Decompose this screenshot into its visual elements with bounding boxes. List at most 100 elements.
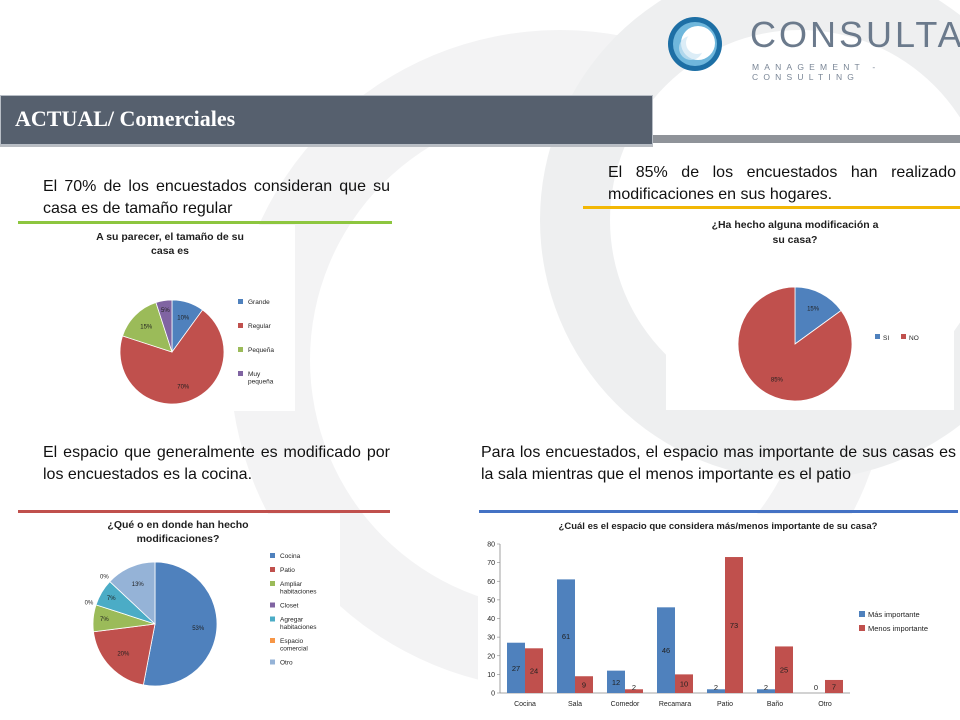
pie-slice-modification-0 <box>794 286 842 345</box>
bar-label-0-2: 12 <box>612 678 620 687</box>
bar-1-3 <box>675 674 693 693</box>
pie-slice-size-1 <box>119 309 225 405</box>
bar-0-3 <box>657 607 675 693</box>
bar-label-1-1: 9 <box>582 681 586 690</box>
chart-title-modification: ¿Ha hecho alguna modificación a <box>712 219 879 231</box>
legend-label-size-1: Regular <box>248 323 272 330</box>
pie-label-space-5: 0% <box>100 574 109 580</box>
pie-label-size-1: 70% <box>177 385 190 391</box>
bar-0-2 <box>607 670 625 693</box>
bar-1-6 <box>825 679 843 693</box>
legend-swatch-modification-1 <box>901 334 906 339</box>
title-bar-underline <box>0 143 653 147</box>
bar-label-0-4: 2 <box>714 683 718 692</box>
chart-title-space: ¿Qué o en donde han hecho <box>107 519 248 531</box>
bar-label-1-3: 10 <box>680 680 688 689</box>
legend-label-modification-0: SI <box>883 335 889 342</box>
legend-swatch-size-2 <box>238 347 243 352</box>
legend-label-space-3: Closet <box>280 603 299 610</box>
legend-swatch-size-0 <box>238 299 243 304</box>
bar-label-1-2: 2 <box>632 683 636 692</box>
legend-label-size-3: pequeña <box>248 379 274 386</box>
pie-slice-space-6 <box>109 561 156 625</box>
y-tick-label: 50 <box>487 597 495 604</box>
chart-title-size: casa es <box>151 245 189 257</box>
bar-0-5 <box>757 689 775 693</box>
pie-slice-modification-1 <box>737 286 853 402</box>
pie-label-space-3: 0% <box>85 601 94 607</box>
legend-swatch-size-3 <box>238 371 243 376</box>
legend-swatch-space-2 <box>270 581 275 586</box>
pie-label-space-2: 7% <box>100 617 109 623</box>
legend-label-space-2: habitaciones <box>280 589 317 596</box>
importance-bar-chart: ¿Cuál es el espacio que considera más/me… <box>478 514 958 714</box>
pie-slice-size-3 <box>155 299 173 353</box>
bar-label-0-0: 27 <box>512 664 520 673</box>
legend-swatch-modification-0 <box>875 334 880 339</box>
y-tick-label: 20 <box>487 653 495 660</box>
legend-swatch-space-5 <box>270 638 275 643</box>
space-summary-text: El espacio que generalmente es modificad… <box>43 444 390 483</box>
legend-swatch-space-1 <box>270 567 275 572</box>
pie-label-space-4: 7% <box>107 596 116 602</box>
x-tick-label: Sala <box>568 701 582 708</box>
bar-1-5 <box>775 646 793 693</box>
bar-0-4 <box>707 689 725 693</box>
legend-label-size-3: Muy <box>248 371 261 378</box>
x-tick-label: Otro <box>818 701 832 708</box>
legend-swatch-space-4 <box>270 616 275 622</box>
bar-label-1-5: 25 <box>780 666 788 675</box>
size-summary-text: El 70% de los encuestados consideran que… <box>43 178 390 217</box>
y-tick-label: 70 <box>487 560 495 567</box>
bar-label-0-3: 46 <box>662 646 670 655</box>
space-pie-chart: ¿Qué o en donde han hecho modificaciones?… <box>80 514 340 696</box>
legend-label-space-4: Agregar <box>280 617 304 624</box>
bar-0-0 <box>507 642 525 693</box>
bar-label-1-6: 7 <box>832 682 836 691</box>
legend-swatch-space-0 <box>270 553 275 558</box>
pie-label-space-6: 13% <box>132 582 145 588</box>
legend-swatch-space-3 <box>270 602 275 608</box>
brand-name: CONSULTA <box>750 14 960 55</box>
pie-slice-space-0 <box>142 561 218 687</box>
pie-label-modification-0: 15% <box>807 306 820 312</box>
legend-label-space-1: Patio <box>280 567 295 574</box>
legend-label-importance-1: Menos importante <box>868 624 928 633</box>
x-tick-label: Recamara <box>659 701 691 708</box>
y-tick-label: 30 <box>487 635 495 642</box>
y-tick-label: 80 <box>487 542 495 549</box>
y-tick-label: 40 <box>487 616 495 623</box>
pie-label-space-0: 53% <box>192 626 205 632</box>
bar-0-1 <box>557 579 575 693</box>
legend-label-size-2: Pequeña <box>248 347 274 354</box>
importance-summary-text: Para los encuestados, el espacio mas imp… <box>481 444 956 483</box>
legend-label-space-0: Cocina <box>280 553 301 560</box>
page-title: ACTUAL/ Comerciales <box>15 106 236 131</box>
legend-label-importance-0: Más importante <box>868 610 920 619</box>
pie-label-size-2: 15% <box>140 324 153 330</box>
pie-label-modification-1: 85% <box>771 378 784 384</box>
modification-summary-text: El 85% de los encuestados han realizado … <box>608 164 956 203</box>
chart-title-importance: ¿Cuál es el espacio que considera más/me… <box>559 521 878 532</box>
chart-title-modification: su casa? <box>773 234 818 246</box>
chart-title-size: A su parecer, el tamaño de su <box>96 231 244 243</box>
x-tick-label: Cocina <box>514 701 536 708</box>
pie-label-size-0: 10% <box>177 315 190 321</box>
brand-tagline: MANAGEMENT - CONSULTING <box>752 62 881 82</box>
legend-swatch-size-1 <box>238 323 243 328</box>
x-tick-label: Baño <box>767 701 783 708</box>
x-tick-label: Comedor <box>611 701 640 708</box>
title-bar: ACTUAL/ Comerciales <box>0 95 653 145</box>
legend-label-space-4: habitaciones <box>280 624 317 631</box>
legend-label-size-0: Grande <box>248 299 270 306</box>
consulta-logo-icon <box>668 17 722 71</box>
bar-label-0-1: 61 <box>562 632 570 641</box>
importance-summary-rule <box>479 510 958 513</box>
bar-label-1-0: 24 <box>530 667 538 676</box>
size-summary-rule <box>18 221 392 224</box>
y-tick-label: 0 <box>491 691 495 698</box>
legend-label-space-5: Espacio <box>280 638 304 645</box>
legend-label-modification-1: NO <box>909 335 919 342</box>
y-tick-label: 60 <box>487 579 495 586</box>
legend-label-space-2: Ampliar <box>280 581 303 588</box>
